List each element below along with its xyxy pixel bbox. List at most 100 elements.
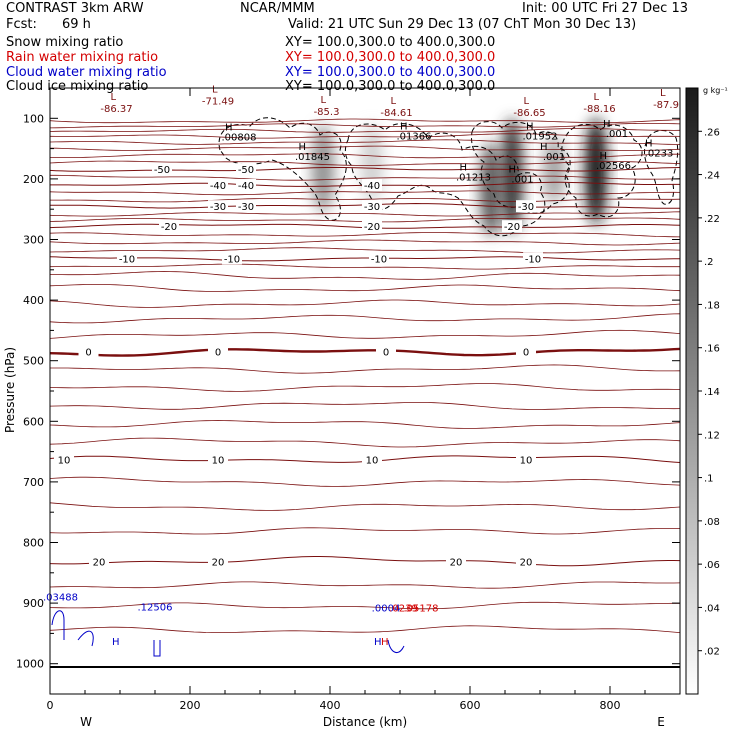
contour-label: 20 [93, 557, 106, 568]
contour-label: -20 [504, 222, 520, 233]
field-xy-cloud-ice: XY= 100.0,300.0 to 400.0,300.0 [285, 79, 496, 94]
contour-label-bg [208, 555, 228, 568]
contour-label-bg [222, 252, 242, 265]
isotherm-line [50, 271, 680, 280]
contour-label: -30 [518, 202, 534, 213]
contour-label: -50 [154, 165, 170, 176]
colorbar-tick-label: .02 [704, 647, 720, 658]
contour-label: -30 [238, 202, 254, 213]
min-marker-l: L [524, 96, 530, 107]
x-tick-label: 400 [320, 699, 341, 712]
institution-label: NCAR/MMM [240, 1, 315, 16]
contour-label-bg [208, 200, 228, 213]
min-value-label: -86.65 [513, 108, 545, 119]
contour-label-bg [236, 163, 256, 176]
field-name-rain: Rain water mixing ratio [6, 50, 159, 65]
min-marker-l: L [594, 92, 600, 103]
max-value-label: .001 [606, 129, 628, 140]
isotherm-line [50, 364, 680, 374]
contour-label: -40 [210, 181, 226, 192]
isotherm-line [50, 625, 680, 633]
isotherm-line [50, 232, 680, 238]
contour-label-bg [208, 178, 228, 191]
field-xy-snow: XY= 100.0,300.0 to 400.0,300.0 [285, 35, 496, 50]
precip-column [312, 124, 334, 213]
surface-value-label: .0004 [372, 604, 401, 615]
contour-label-bg [362, 200, 382, 213]
contour-label: 0 [85, 348, 91, 359]
contour-label-bg [516, 453, 536, 466]
colorbar-tick-label: .08 [704, 517, 720, 528]
max-marker-h: H [540, 142, 548, 153]
contour-label-bg [362, 178, 382, 191]
max-value-label: .001 [511, 175, 533, 186]
isotherm-line [50, 153, 680, 159]
colorbar-tick-label: .24 [704, 171, 720, 182]
cloud-ice-outline [218, 117, 347, 221]
y-tick-label: 200 [23, 173, 44, 186]
colorbar-tick-label: .06 [704, 560, 720, 571]
isotherm-line [50, 527, 680, 535]
max-marker-h: H [526, 122, 534, 133]
contour-label: -50 [238, 165, 254, 176]
field-xy-cloud-water: XY= 100.0,300.0 to 400.0,300.0 [285, 65, 496, 80]
y-tick-label: 1000 [16, 658, 44, 671]
colorbar-unit: g kg⁻¹ [703, 86, 728, 95]
min-value-label: -87.9 [653, 100, 679, 111]
colorbar-tick-label: .1 [704, 474, 714, 485]
max-marker-h: H [603, 119, 611, 130]
x-tick-label: 600 [460, 699, 481, 712]
west-label: W [80, 715, 92, 729]
precip-column [480, 142, 502, 237]
min-marker-l: L [660, 88, 666, 99]
isotherm-line [50, 263, 680, 270]
field-xy-rain: XY= 100.0,300.0 to 400.0,300.0 [285, 50, 496, 65]
forecast-label: Fcst: [6, 17, 37, 32]
field-name-snow: Snow mixing ratio [6, 35, 124, 50]
isotherm-line [50, 437, 680, 448]
y-tick-label: 300 [23, 234, 44, 247]
surface-value-label: .0239 [389, 604, 418, 615]
isotherm-line [50, 190, 680, 196]
surface-value-label: .12506 [138, 602, 173, 613]
max-value-label: .0233 [645, 148, 674, 159]
contour-label: -10 [224, 254, 240, 265]
contour-labels: -50 -50 -40 -40 -40 -30 -30 -30 -30 -20 -20 -20 -10 -… [43, 85, 679, 615]
surface-max-h: H [374, 637, 382, 648]
field-name-cloud-ice: Cloud ice mixing ratio [6, 79, 149, 94]
y-tick-label: 800 [23, 537, 44, 550]
colorbar-ramp [685, 87, 699, 695]
contour-label: 0 [523, 348, 529, 359]
contour-label-bg [78, 345, 99, 358]
contour-label-bg [208, 345, 228, 358]
colorbar-tick-label: .26 [704, 127, 720, 138]
isotherm-line [50, 139, 680, 145]
isotherm-line [50, 198, 680, 203]
min-value-label: -88.16 [583, 104, 615, 115]
contour-label: 10 [212, 455, 225, 466]
x-tick-label: 0 [47, 699, 54, 712]
surface-value-label: .03488 [43, 593, 78, 604]
contour-label-bg [376, 345, 396, 358]
contour-label-bg [516, 200, 536, 213]
max-value-label: .01952 [523, 132, 558, 143]
precip-column [543, 136, 565, 204]
isotherm-line [50, 601, 680, 610]
min-marker-l: L [321, 95, 327, 106]
contour-label: -10 [525, 254, 541, 265]
max-marker-h: H [460, 163, 468, 174]
contour-label-bg [152, 163, 172, 176]
colorbar: .02 .04 .06 .08 .1 .12 .14 .16 .18 .2 .22 .24 .26 g … [685, 86, 728, 695]
max-marker-h: H [225, 123, 233, 134]
surface-value-label: .05178 [404, 604, 439, 615]
contour-label: -40 [364, 181, 380, 192]
colorbar-tick-label: .14 [704, 387, 720, 398]
isotherm-line [50, 128, 680, 133]
isotherm-20 [50, 556, 680, 567]
colorbar-tick-label: .18 [704, 300, 720, 311]
isotherm-line [50, 145, 680, 151]
cloud-water-outline [387, 639, 405, 654]
isotherm-line [50, 299, 680, 308]
isotherm-line [50, 239, 680, 246]
axes: 0 200 400 600 800100200300400500600700800900… [16, 88, 681, 712]
